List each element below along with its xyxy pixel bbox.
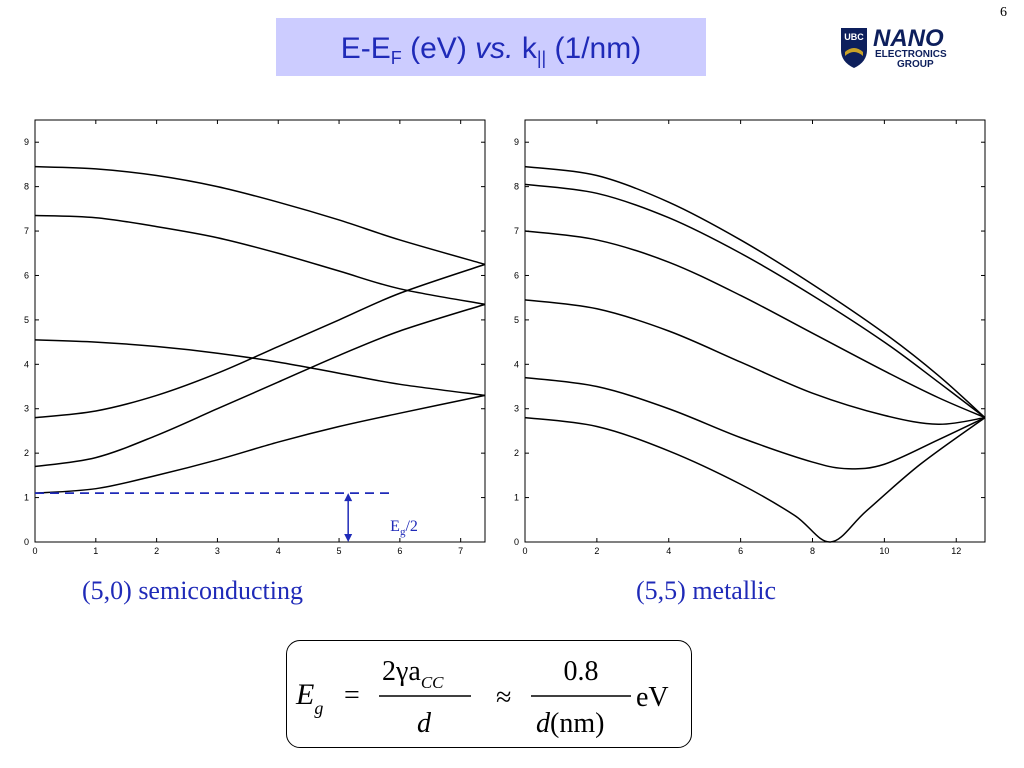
left-band-plot: 0 1 2 3 4 5 6 7 0 1 2 3 4 5 6 7 8 9 Eg/2 xyxy=(24,119,486,556)
y-tick-label: 2 xyxy=(24,448,29,458)
y-tick-label: 3 xyxy=(514,404,519,414)
x-tick-label: 7 xyxy=(458,546,463,556)
svg-text:Eg: Eg xyxy=(295,678,323,718)
y-tick-label: 9 xyxy=(24,137,29,147)
y-tick-label: 3 xyxy=(24,404,29,414)
formula-num1-sub: CC xyxy=(421,673,444,692)
y-tick-label: 2 xyxy=(514,448,519,458)
logo-ubc: UBC xyxy=(844,32,864,42)
formula-box xyxy=(286,640,692,748)
title-unit2: (1/nm) xyxy=(546,32,641,65)
nano-electronics-logo: UBC NANO ELECTRONICS GROUP xyxy=(841,25,947,70)
y-tick-label: 4 xyxy=(514,359,519,369)
x-tick-label: 2 xyxy=(594,546,599,556)
formula-lhs-E: E xyxy=(295,678,314,711)
y-tick-label: 7 xyxy=(514,226,519,236)
y-tick-label: 1 xyxy=(24,493,29,503)
x-tick-label: 10 xyxy=(879,546,889,556)
band-line-5 xyxy=(524,183,986,419)
x-tick-label: 4 xyxy=(666,546,671,556)
plot-frame xyxy=(34,119,486,543)
x-tick-label: 3 xyxy=(215,546,220,556)
band-line-2 xyxy=(524,376,986,470)
page-number: 6 xyxy=(1000,5,1007,20)
band-line-4 xyxy=(524,230,986,419)
title-unit1: (eV) xyxy=(402,32,475,65)
title-banner xyxy=(276,18,706,76)
y-tick-label: 9 xyxy=(514,137,519,147)
formula-num2: 0.8 xyxy=(564,656,599,687)
arrow-up-icon xyxy=(344,493,353,502)
formula-den2-d: d xyxy=(536,708,551,739)
x-tick-label: 4 xyxy=(276,546,281,556)
x-tick-label: 12 xyxy=(951,546,961,556)
x-tick-label: 2 xyxy=(154,546,159,556)
bandgap-formula: Eg = 2γaCC d ≈ 0.8 d(nm) eV xyxy=(295,656,669,739)
band-line-3 xyxy=(524,299,986,426)
x-tick-label: 1 xyxy=(93,546,98,556)
band-line-1 xyxy=(524,416,986,543)
x-tick-label: 8 xyxy=(810,546,815,556)
band-line-6 xyxy=(34,165,486,266)
plot-frame xyxy=(524,119,986,543)
logo-line2: GROUP xyxy=(897,59,934,70)
gap-label: Eg/2 xyxy=(390,518,418,538)
y-tick-label: 6 xyxy=(24,270,29,280)
band-line-5 xyxy=(34,214,486,306)
caption-semiconducting: (5,0) semiconducting xyxy=(82,576,303,605)
formula-approx: ≈ xyxy=(496,682,511,713)
gap-label-sub: g xyxy=(400,526,406,538)
gap-label-rest: /2 xyxy=(405,518,417,535)
formula-equals: = xyxy=(344,680,360,711)
gap-label-E: E xyxy=(390,518,400,535)
band-line-4 xyxy=(34,339,486,397)
x-tick-label: 0 xyxy=(32,546,37,556)
y-tick-label: 8 xyxy=(514,182,519,192)
x-tick-label: 6 xyxy=(738,546,743,556)
x-tick-label: 0 xyxy=(522,546,527,556)
title-vs: vs. xyxy=(475,32,513,65)
y-tick-label: 5 xyxy=(514,315,519,325)
svg-text:2γaCC: 2γaCC xyxy=(382,656,444,692)
logo-nano: NANO xyxy=(873,25,944,52)
y-tick-label: 4 xyxy=(24,359,29,369)
y-tick-label: 8 xyxy=(24,182,29,192)
formula-den2-unit: (nm) xyxy=(550,708,604,739)
title-prefix: E-E xyxy=(341,32,391,65)
formula-den1: d xyxy=(417,708,432,739)
caption-metallic: (5,5) metallic xyxy=(636,576,777,605)
page-title: E-EF (eV) vs. k|| (1/nm) xyxy=(341,32,641,68)
band-line-3 xyxy=(34,263,486,419)
band-line-6 xyxy=(524,165,986,419)
title-prefix-sub: F xyxy=(391,48,402,68)
band-line-1 xyxy=(34,394,486,494)
svg-text:E-EF (eV) vs. k|| (1/nm): E-EF (eV) vs. k|| (1/nm) xyxy=(341,32,641,68)
band-line-2 xyxy=(34,303,486,468)
title-k-sub: || xyxy=(537,48,546,68)
y-tick-label: 1 xyxy=(514,493,519,503)
y-tick-label: 6 xyxy=(514,270,519,280)
y-tick-label: 5 xyxy=(24,315,29,325)
y-tick-label: 0 xyxy=(24,537,29,547)
formula-lhs-sub: g xyxy=(314,698,323,718)
logo-line1: ELECTRONICS xyxy=(875,49,947,60)
title-k: k xyxy=(514,32,538,65)
svg-text:d(nm): d(nm) xyxy=(536,708,604,739)
y-tick-label: 0 xyxy=(514,537,519,547)
arrow-down-icon xyxy=(344,534,353,542)
x-tick-label: 5 xyxy=(337,546,342,556)
y-tick-label: 7 xyxy=(24,226,29,236)
formula-unit: eV xyxy=(636,682,669,713)
formula-num1: 2γa xyxy=(382,656,421,687)
x-tick-label: 6 xyxy=(397,546,402,556)
